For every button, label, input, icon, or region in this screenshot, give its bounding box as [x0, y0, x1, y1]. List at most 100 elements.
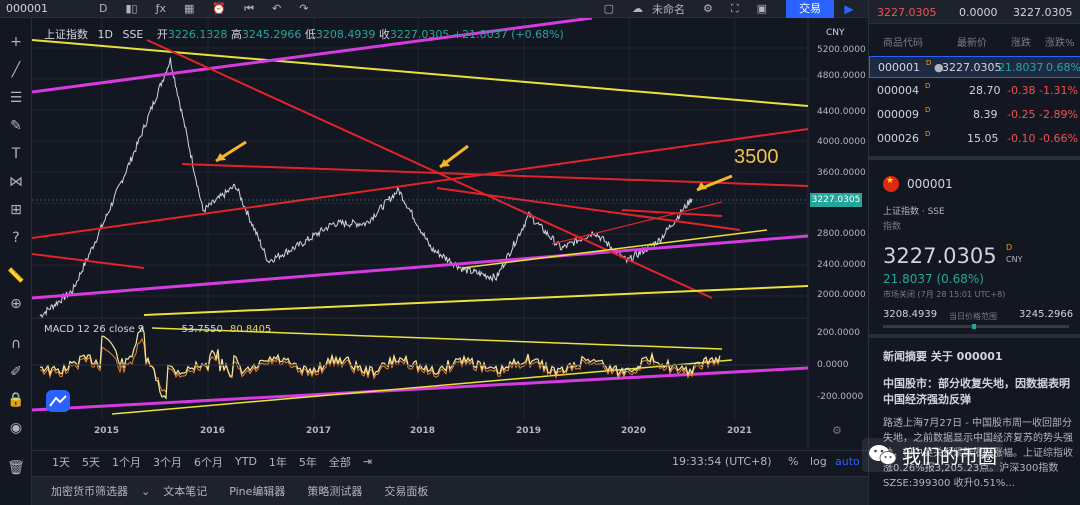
date-range-icon[interactable]: ⇥: [362, 455, 373, 468]
drawing-toolbar: + ╱ ☰ ✎ T ⋈ ⊞ ? 📏 ⊕ ∩ ✐ 🔒 ◉ 🗑: [0, 18, 32, 505]
arrow-head: [697, 182, 707, 190]
tab-strategy-tester[interactable]: 策略测试器: [307, 485, 363, 498]
chart-canvas[interactable]: [32, 18, 868, 450]
magnet-icon[interactable]: ∩: [10, 336, 22, 352]
clock[interactable]: 19:33:54 (UTC+8): [672, 455, 772, 468]
symbol-title[interactable]: 上证指数: [44, 28, 88, 41]
templates-icon[interactable]: ▦: [183, 2, 195, 15]
publish-icon[interactable]: ▶: [844, 2, 854, 16]
alert-icon[interactable]: ⏰: [212, 2, 227, 15]
eye-icon[interactable]: ◉: [9, 420, 23, 436]
trash-icon[interactable]: 🗑: [7, 460, 25, 476]
tf-3m[interactable]: 3个月: [153, 455, 182, 469]
watchlist-panel: 3227.0305 0.0000 3227.0305 商品代码 最新价 涨跌 涨…: [868, 0, 1080, 505]
prediction-icon[interactable]: ⊞: [10, 202, 22, 218]
ohlc-values: 开3226.1328 高3245.2966 低3208.4939 收3227.0…: [156, 28, 564, 41]
text-icon[interactable]: T: [11, 146, 21, 162]
red-trendline: [32, 253, 145, 269]
panel-divider[interactable]: [869, 334, 1080, 338]
watchlist-row[interactable]: 000026 D 15.05 -0.10 -0.66%: [877, 130, 1078, 145]
tf-1d[interactable]: 1天: [52, 455, 70, 469]
red-trendline: [436, 187, 741, 231]
tab-text-notes[interactable]: 文本笔记: [163, 485, 208, 498]
undo-icon[interactable]: ↶: [272, 2, 282, 15]
news-title[interactable]: 中国股市：部分收复失地，因数据表明中国经济强劲反弹: [883, 377, 1070, 406]
macd-line: [39, 325, 721, 400]
tf-ytd[interactable]: YTD: [235, 455, 257, 468]
magenta-trendline: [32, 366, 809, 412]
chart-settings-icon[interactable]: ⚙: [832, 424, 842, 437]
arrow-head: [216, 153, 226, 161]
detail-name[interactable]: 上证指数 · SSE: [883, 207, 945, 217]
panel-divider[interactable]: [869, 156, 1080, 160]
auto-toggle[interactable]: auto: [835, 455, 860, 468]
yellow-trendline: [143, 285, 809, 316]
x-tick: 2018: [410, 426, 436, 436]
tab-pine-editor[interactable]: Pine编辑器: [229, 485, 286, 498]
x-tick: 2017: [306, 426, 332, 436]
magenta-trendline: [32, 18, 593, 94]
percent-toggle[interactable]: %: [788, 455, 799, 468]
price-tick: 4000.0000: [817, 137, 866, 147]
symbol-search[interactable]: 000001: [6, 2, 48, 15]
tf-all[interactable]: 全部: [328, 455, 351, 469]
detail-change: 21.8037 (0.68%): [883, 272, 984, 286]
indicators-button[interactable]: ƒx: [155, 2, 166, 15]
tab-crypto-screener[interactable]: 加密货币筛选器: [51, 485, 128, 498]
red-trendline: [146, 39, 713, 299]
fullscreen-icon[interactable]: ⛶: [730, 1, 739, 15]
pattern-icon[interactable]: ⋈: [9, 174, 23, 190]
replay-icon[interactable]: ⏮: [244, 1, 254, 15]
redo-icon[interactable]: ↷: [299, 2, 309, 15]
tf-1y[interactable]: 1年: [268, 455, 287, 469]
zoom-icon[interactable]: ⊕: [10, 296, 22, 312]
ask-price[interactable]: 3227.0305: [1013, 6, 1073, 19]
news-body[interactable]: 路透上海7月27日 - 中国股市周一收回部分失地，之前数据显示中国经济复苏的势头…: [883, 418, 1073, 489]
layout-name[interactable]: 未命名: [652, 2, 686, 16]
price-tick: 2000.0000: [817, 290, 866, 300]
watchlist-row[interactable]: 000004 D 28.70 -0.38 -1.31%: [877, 82, 1078, 97]
macd-tick: 0.0000: [817, 360, 849, 370]
watchlist-row[interactable]: 000001 D ● 3227.0305 21.8037 0.68%: [869, 56, 1080, 78]
tab-trading-panel[interactable]: 交易面板: [384, 485, 429, 498]
currency-label: CNY: [826, 28, 845, 38]
trend-line-icon[interactable]: ╱: [11, 62, 21, 78]
detail-currency: CNY: [1006, 255, 1023, 264]
layout-icon[interactable]: ▢: [603, 2, 615, 15]
lock-icon[interactable]: 🔒: [7, 392, 25, 408]
tf-5y[interactable]: 5年: [298, 455, 317, 469]
tf-6m[interactable]: 6个月: [194, 455, 223, 469]
log-toggle[interactable]: log: [810, 455, 827, 468]
help-icon[interactable]: ?: [12, 230, 20, 246]
keep-drawing-icon[interactable]: ✐: [10, 364, 22, 380]
settings-icon[interactable]: ⚙: [703, 2, 713, 15]
macd-legend[interactable]: MACD 12 26 close 9 53.7550 80.8405: [44, 324, 272, 335]
day-range-label: 当日价格范围: [949, 312, 997, 321]
day-high: 3245.2966: [1019, 309, 1074, 320]
fib-icon[interactable]: ☰: [9, 90, 23, 106]
camera-icon[interactable]: ▣: [756, 2, 767, 15]
price-tick: 3600.0000: [817, 168, 866, 178]
chart-pane[interactable]: 上证指数 1D SSE 开3226.1328 高3245.2966 低3208.…: [32, 18, 868, 450]
magenta-trendline: [32, 234, 809, 300]
brush-icon[interactable]: ✎: [10, 118, 22, 134]
x-tick: 2019: [516, 426, 542, 436]
chevron-down-icon[interactable]: ⌄: [141, 484, 151, 498]
tf-1m[interactable]: 1个月: [112, 455, 141, 469]
detail-price: 3227.0305: [883, 244, 997, 268]
wechat-icon: [869, 445, 897, 465]
bid-price[interactable]: 3227.0305: [877, 6, 937, 19]
annotation-text[interactable]: 3500: [734, 146, 779, 168]
news-header[interactable]: 新闻摘要 关于 000001: [883, 350, 1003, 363]
tf-5d[interactable]: 5天: [82, 455, 100, 469]
chart-type-icon[interactable]: ▮▯: [125, 2, 138, 15]
x-tick: 2020: [621, 426, 647, 436]
ruler-icon[interactable]: 📏: [7, 268, 25, 284]
interval-button[interactable]: D: [99, 2, 108, 15]
main-legend: 上证指数 1D SSE 开3226.1328 高3245.2966 低3208.…: [44, 26, 564, 42]
watchlist-row[interactable]: 000009 D 8.39 -0.25 -2.89%: [877, 106, 1078, 121]
price-tick: 4400.0000: [817, 107, 866, 117]
crosshair-icon[interactable]: +: [10, 34, 22, 50]
trade-button[interactable]: 交易: [786, 0, 834, 18]
legend-interval: 1D: [97, 28, 113, 41]
